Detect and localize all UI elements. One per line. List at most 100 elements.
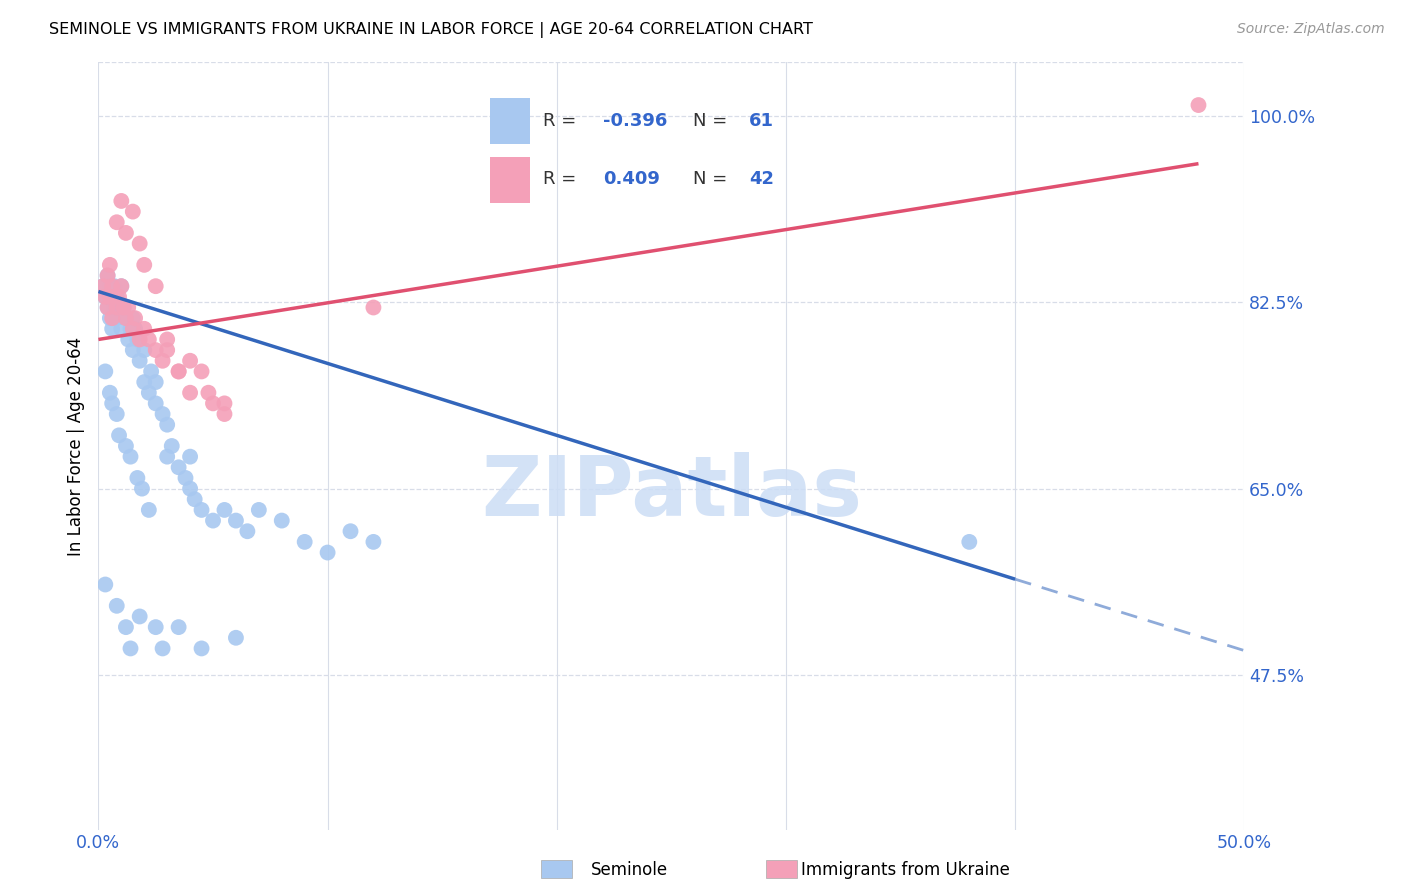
Point — [127, 333, 149, 347]
Point — [94, 290, 117, 304]
Point — [183, 492, 205, 507]
Point — [110, 322, 132, 336]
Point — [167, 460, 190, 475]
Point — [121, 204, 143, 219]
Point — [152, 353, 174, 368]
Point — [236, 524, 259, 539]
Point — [156, 450, 179, 464]
Point — [97, 268, 120, 283]
Point — [145, 396, 167, 410]
Point — [117, 333, 139, 347]
Point — [101, 396, 124, 410]
Point — [214, 503, 236, 517]
Point — [115, 311, 138, 326]
Point — [167, 364, 190, 378]
Point — [105, 599, 128, 613]
Point — [115, 311, 138, 326]
Point — [145, 343, 167, 358]
Point — [1187, 98, 1209, 112]
Point — [156, 333, 179, 347]
Point — [112, 301, 135, 315]
Point — [134, 375, 156, 389]
Point — [316, 545, 339, 559]
Point — [197, 385, 219, 400]
Point — [160, 439, 183, 453]
Point — [117, 301, 139, 315]
Point — [98, 258, 121, 272]
Point — [98, 290, 121, 304]
Point — [138, 385, 160, 400]
Text: Seminole: Seminole — [591, 861, 668, 879]
Point — [101, 311, 124, 326]
Point — [190, 641, 212, 656]
Point — [190, 503, 212, 517]
Point — [190, 364, 212, 378]
Point — [105, 290, 128, 304]
Point — [167, 620, 190, 634]
Point — [115, 226, 138, 240]
Point — [156, 417, 179, 432]
Point — [108, 428, 131, 442]
Point — [131, 482, 153, 496]
Point — [134, 343, 156, 358]
Point — [134, 322, 156, 336]
Point — [179, 482, 201, 496]
Point — [103, 279, 125, 293]
Point — [270, 514, 292, 528]
Point — [112, 301, 135, 315]
Point — [97, 301, 120, 315]
Point — [134, 258, 156, 272]
Point — [214, 407, 236, 421]
Point — [97, 268, 120, 283]
Point — [103, 301, 125, 315]
Text: SEMINOLE VS IMMIGRANTS FROM UKRAINE IN LABOR FORCE | AGE 20-64 CORRELATION CHART: SEMINOLE VS IMMIGRANTS FROM UKRAINE IN L… — [49, 22, 813, 38]
Point — [121, 343, 143, 358]
Point — [105, 311, 128, 326]
Point — [97, 301, 120, 315]
Point — [91, 279, 114, 293]
Point — [139, 364, 162, 378]
Point — [145, 375, 167, 389]
Point — [91, 279, 114, 293]
Point — [115, 620, 138, 634]
Point — [247, 503, 270, 517]
Point — [202, 514, 225, 528]
Point — [98, 311, 121, 326]
Point — [156, 343, 179, 358]
Point — [124, 322, 146, 336]
Point — [108, 290, 131, 304]
Point — [120, 641, 142, 656]
Point — [98, 279, 121, 293]
Text: Immigrants from Ukraine: Immigrants from Ukraine — [801, 861, 1011, 879]
Point — [145, 620, 167, 634]
Point — [167, 364, 190, 378]
Point — [152, 641, 174, 656]
Point — [179, 450, 201, 464]
Point — [138, 333, 160, 347]
Point — [121, 322, 143, 336]
Point — [179, 385, 201, 400]
Point — [105, 301, 128, 315]
Point — [957, 534, 980, 549]
Point — [214, 396, 236, 410]
Point — [110, 279, 132, 293]
Point — [101, 290, 124, 304]
Point — [98, 385, 121, 400]
Point — [202, 396, 225, 410]
Point — [120, 450, 142, 464]
Point — [152, 407, 174, 421]
Point — [128, 333, 150, 347]
Point — [108, 301, 131, 315]
Point — [179, 353, 201, 368]
Point — [174, 471, 197, 485]
Point — [138, 503, 160, 517]
Point — [94, 577, 117, 591]
Text: Source: ZipAtlas.com: Source: ZipAtlas.com — [1237, 22, 1385, 37]
Point — [101, 279, 124, 293]
Point — [120, 322, 142, 336]
Point — [110, 194, 132, 208]
Point — [94, 290, 117, 304]
Point — [363, 301, 385, 315]
Point — [110, 279, 132, 293]
Point — [105, 407, 128, 421]
